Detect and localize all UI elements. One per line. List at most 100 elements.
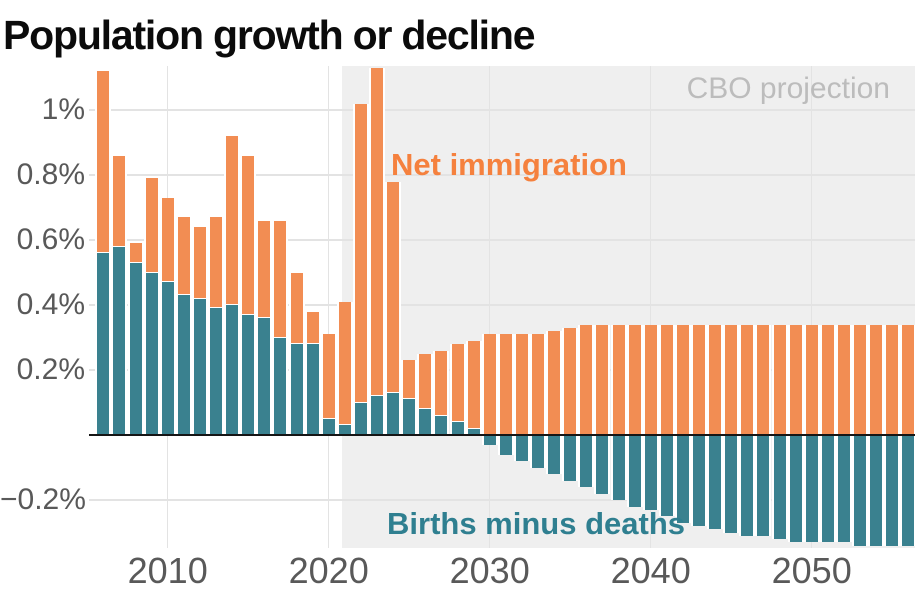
bar-net-immigration-2041 [658,324,675,434]
bar-births-minus-deaths-2044 [707,436,724,530]
y-tick-label-0.2%: 0.2% [16,353,85,386]
bar-births-minus-deaths-2037 [594,436,611,494]
x-tick-label-2010: 2010 [127,550,208,591]
bar-births-minus-deaths-2020 [320,418,337,434]
bar-births-minus-deaths-2014 [224,305,241,434]
v-gridline-2040 [649,66,652,548]
bar-births-minus-deaths-2056 [900,436,917,546]
zero-baseline [89,434,915,436]
y-tick-label-0.4%: 0.4% [16,288,85,321]
bar-births-minus-deaths-2018 [288,344,305,434]
bar-net-immigration-2022 [352,103,369,403]
bar-net-immigration-2015 [240,155,257,315]
cbo-projection-label: CBO projection [686,72,890,105]
bar-births-minus-deaths-2052 [835,436,852,543]
bar-net-immigration-2031 [497,334,514,434]
bar-net-immigration-2014 [224,136,241,305]
bar-births-minus-deaths-2012 [191,298,208,434]
bar-births-minus-deaths-2042 [674,436,691,523]
h-gridline-−0.2% [89,499,915,501]
y-tick-label-0.6%: 0.6% [16,223,85,256]
bar-net-immigration-2049 [787,324,804,434]
bar-net-immigration-2044 [707,324,724,434]
bar-net-immigration-2019 [304,311,321,344]
bar-net-immigration-2037 [594,324,611,434]
v-gridline-2020 [327,66,330,548]
bar-births-minus-deaths-2046 [739,436,756,536]
bar-net-immigration-2026 [417,353,434,409]
bar-births-minus-deaths-2007 [111,246,128,434]
h-gridline-0.8% [89,174,915,176]
births-minus-deaths-series-label: Births minus deaths [387,506,685,541]
v-gridline-2030 [488,66,491,548]
bar-births-minus-deaths-2022 [352,402,369,434]
bar-net-immigration-2020 [320,334,337,419]
bar-net-immigration-2013 [208,217,224,309]
bar-births-minus-deaths-2048 [771,436,788,539]
h-gridline-0.6% [89,239,915,241]
x-tick-label-2020: 2020 [288,550,369,591]
h-gridline-1% [89,109,915,111]
bar-net-immigration-2032 [513,334,530,434]
bar-births-minus-deaths-2024 [385,392,402,434]
bar-net-immigration-2040 [642,324,659,434]
bar-births-minus-deaths-2054 [868,436,885,546]
bar-births-minus-deaths-2051 [819,436,836,543]
bar-net-immigration-2038 [610,324,627,434]
bar-births-minus-deaths-2015 [240,314,257,434]
bar-net-immigration-2028 [449,344,466,422]
bar-births-minus-deaths-2011 [175,295,192,434]
bar-births-minus-deaths-2036 [578,436,595,487]
bar-births-minus-deaths-2008 [127,262,144,434]
bar-births-minus-deaths-2006 [95,253,112,434]
bar-net-immigration-2055 [884,324,901,434]
bar-births-minus-deaths-2055 [884,436,901,546]
bar-births-minus-deaths-2026 [417,409,434,434]
bar-births-minus-deaths-2027 [433,415,450,434]
bar-births-minus-deaths-2023 [369,396,385,434]
x-tick-label-2040: 2040 [610,550,691,591]
bar-net-immigration-2018 [288,272,305,344]
bar-births-minus-deaths-2025 [401,399,418,434]
bar-net-immigration-2056 [900,324,917,434]
bar-births-minus-deaths-2039 [626,436,643,507]
bar-births-minus-deaths-2009 [143,272,160,434]
bar-births-minus-deaths-2017 [272,337,289,434]
bar-net-immigration-2035 [562,327,579,434]
bar-births-minus-deaths-2034 [546,436,563,474]
bar-net-immigration-2047 [755,324,772,434]
bar-births-minus-deaths-2035 [562,436,579,481]
bar-net-immigration-2042 [674,324,691,434]
bar-births-minus-deaths-2010 [159,282,176,434]
bar-births-minus-deaths-2053 [852,436,868,546]
bar-births-minus-deaths-2028 [449,422,466,434]
bar-net-immigration-2006 [95,71,112,253]
bar-net-immigration-2052 [835,324,852,434]
bar-net-immigration-2046 [739,324,756,434]
bar-net-immigration-2029 [465,340,482,429]
bar-births-minus-deaths-2041 [658,436,675,517]
v-gridline-2050 [810,66,813,548]
bar-net-immigration-2010 [159,197,176,283]
h-gridline-0.4% [89,304,915,306]
bar-births-minus-deaths-2031 [497,436,514,455]
bar-net-immigration-2017 [272,220,289,338]
bar-births-minus-deaths-2013 [208,308,224,434]
bar-net-immigration-2054 [868,324,885,434]
bar-net-immigration-2024 [385,181,402,393]
bar-births-minus-deaths-2045 [723,436,740,533]
x-tick-label-2050: 2050 [771,550,852,591]
bar-net-immigration-2033 [530,334,546,434]
bar-net-immigration-2009 [143,178,160,273]
bar-net-immigration-2011 [175,217,192,296]
bar-births-minus-deaths-2038 [610,436,627,500]
chart-title: Population growth or decline [3,12,535,58]
bar-births-minus-deaths-2050 [803,436,820,543]
y-tick-label-−0.2%: −0.2% [0,483,86,516]
bar-births-minus-deaths-2032 [513,436,530,461]
bar-births-minus-deaths-2049 [787,436,804,543]
bar-births-minus-deaths-2047 [755,436,772,536]
bar-births-minus-deaths-2040 [642,436,659,510]
